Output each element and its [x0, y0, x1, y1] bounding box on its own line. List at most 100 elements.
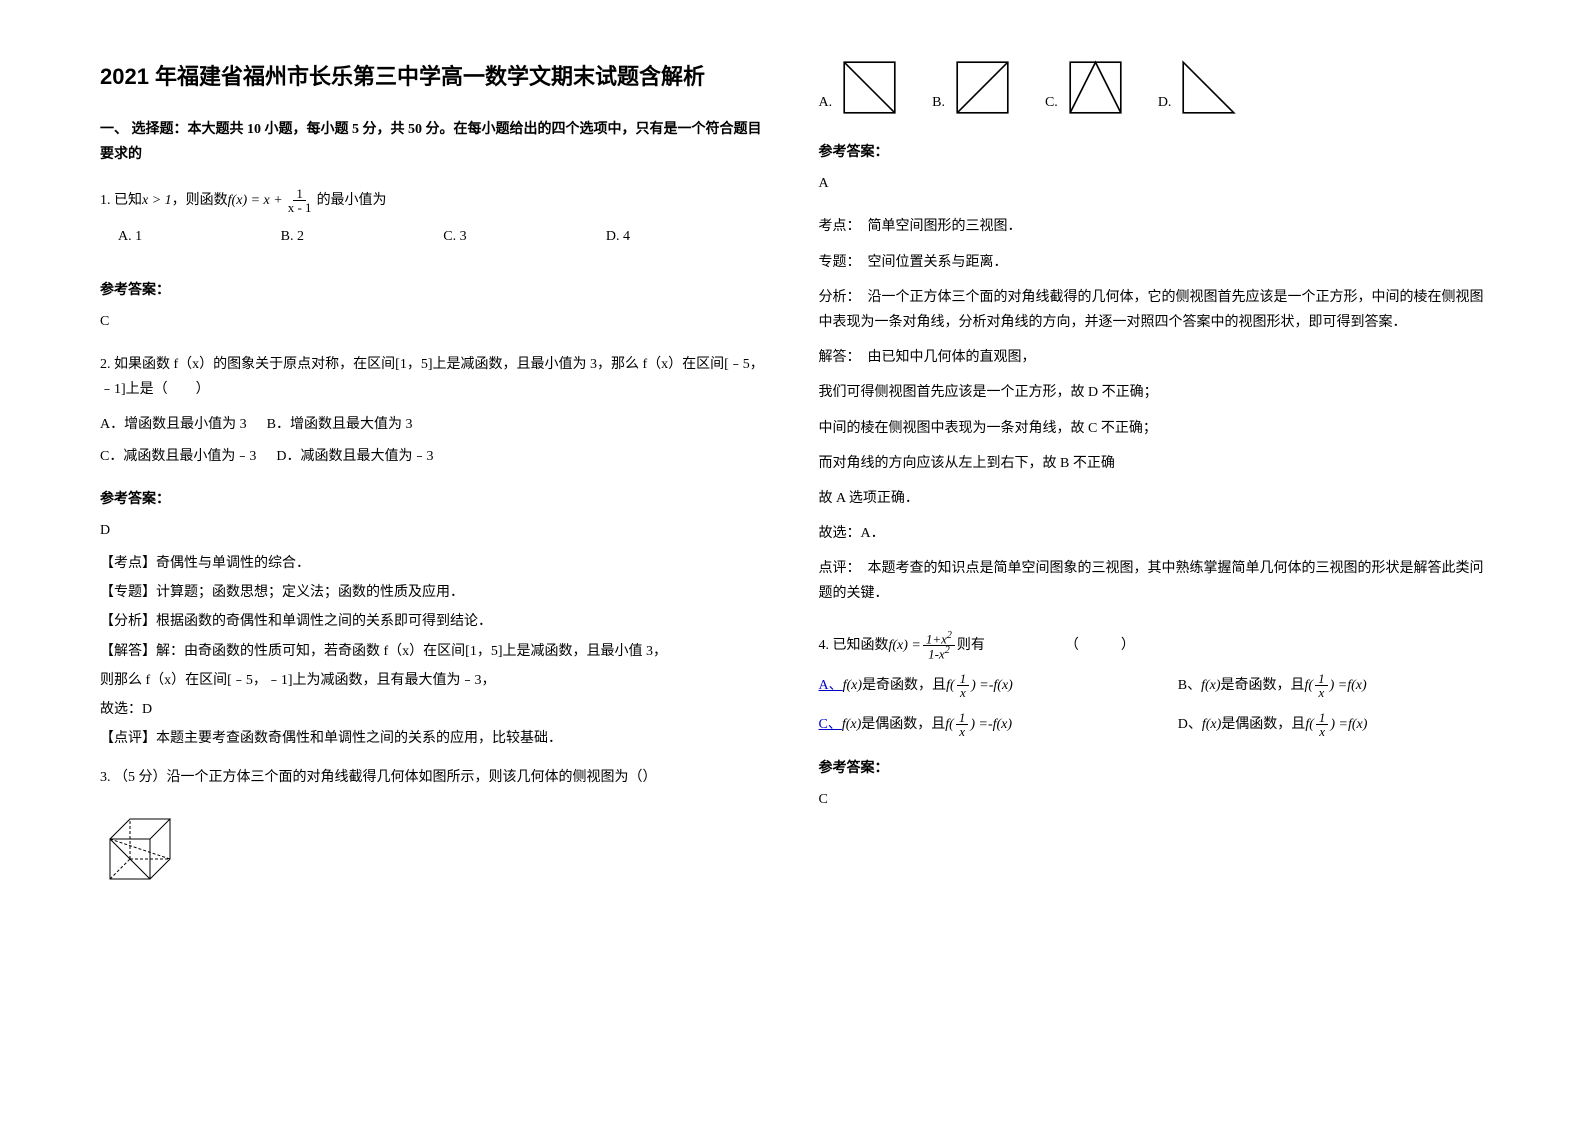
- q4-opt-a: A、 f(x) 是奇函数，且 f( 1 x ) = -f(x): [819, 672, 1128, 699]
- q2-options-row2: C．减函数且最小值为﹣3 D．减函数且最大值为﹣3: [100, 444, 769, 469]
- frac-num: 1: [1316, 711, 1329, 725]
- q4-c-f1x: f(: [945, 712, 954, 737]
- q4-c-eq: f( 1 x ) = -f(x): [945, 711, 1012, 738]
- q4-d-rhs: f(x): [1348, 712, 1367, 737]
- q2-exp-1: 【考点】奇偶性与单调性的综合．: [100, 551, 769, 576]
- q4-a-odd: 是奇函数，且: [862, 673, 946, 698]
- q3-exp-7: 而对角线的方向应该从左上到右下，故 B 不正确: [819, 451, 1488, 476]
- q1-suffix: 的最小值为: [317, 188, 387, 213]
- frac-num: 1: [956, 711, 969, 725]
- question-1: 1. 已知 x > 1 ，则函数 f(x) = x + 1 x - 1 的最小值…: [100, 187, 769, 259]
- q3-stem: 3. （5 分）沿一个正方体三个面的对角线截得几何体如图所示，则该几何体的侧视图…: [100, 765, 769, 790]
- q4-c-rhs: -f(x): [988, 712, 1012, 737]
- q1-opt-b: B. 2: [281, 224, 444, 249]
- square-diag-tl-br-icon: [842, 60, 897, 115]
- frac-den: x: [956, 725, 968, 738]
- q4-func-name: f(x) =: [889, 633, 921, 658]
- q4-a-rhs: -f(x): [989, 673, 1013, 698]
- q4-b-f1x: f(: [1305, 673, 1314, 698]
- q4-b-close: ) =: [1330, 673, 1348, 698]
- q3-main-figure: [100, 809, 180, 899]
- q1-mid: ，则函数: [172, 188, 228, 213]
- q4-opt-c: C、 f(x) 是偶函数，且 f( 1 x ) = -f(x): [819, 711, 1128, 738]
- q4-blank: （ ）: [1065, 633, 1135, 658]
- question-2: 2. 如果函数 f（x）的图象关于原点对称，在区间[1，5]上是减函数，且最小值…: [100, 352, 769, 469]
- q2-answer: D: [100, 518, 769, 543]
- q2-opt-b: B．增函数且最大值为 3: [267, 412, 413, 437]
- q2-exp-2: 【专题】计算题；函数思想；定义法；函数的性质及应用．: [100, 580, 769, 605]
- frac-den: x: [1315, 686, 1327, 699]
- frac-num: 1: [293, 187, 306, 201]
- q4-frac-den: 1-x: [928, 646, 945, 661]
- q3-option-figures: A. B. C. D.: [819, 60, 1488, 115]
- square-triangle-icon: [1068, 60, 1123, 115]
- q4-d-even: 是偶函数，且: [1221, 712, 1305, 737]
- q1-opt-c: C. 3: [443, 224, 606, 249]
- q3-exp-10: 点评： 本题考查的知识点是简单空间图象的三视图，其中熟练掌握简单几何体的三视图的…: [819, 556, 1488, 606]
- frac-num: 1: [957, 672, 970, 686]
- q4-b-fx: f(x): [1201, 673, 1220, 698]
- q1-answer: C: [100, 309, 769, 334]
- q2-opt-d: D．减函数且最大值为﹣3: [276, 444, 433, 469]
- q3-exp-6: 中间的棱在侧视图中表现为一条对角线，故 C 不正确；: [819, 416, 1488, 441]
- q4-fraction: 1+x2 1-x2: [923, 631, 955, 661]
- q2-exp-6: 故选：D: [100, 697, 769, 722]
- q4-row-2: C、 f(x) 是偶函数，且 f( 1 x ) = -f(x) D、: [819, 711, 1488, 738]
- q2-opt-a: A．增函数且最小值为 3: [100, 412, 247, 437]
- q3-fig-b: B.: [932, 60, 1010, 115]
- q3-exp-4: 解答： 由已知中几何体的直观图，: [819, 345, 1488, 370]
- q4-d-frac: 1 x: [1316, 711, 1329, 738]
- q1-stem: 1. 已知 x > 1 ，则函数 f(x) = x + 1 x - 1 的最小值…: [100, 187, 769, 214]
- page-title: 2021 年福建省福州市长乐第三中学高一数学文期末试题含解析: [100, 60, 769, 93]
- q3-exp-1: 考点： 简单空间图形的三视图．: [819, 214, 1488, 239]
- q3-fig-a: A.: [819, 60, 898, 115]
- sup-2: 2: [947, 630, 952, 641]
- q3-exp-3: 分析： 沿一个正方体三个面的对角线截得的几何体，它的侧视图首先应该是一个正方形，…: [819, 285, 1488, 335]
- q3-exp-8: 故 A 选项正确．: [819, 486, 1488, 511]
- frac-den: x: [957, 686, 969, 699]
- q2-exp-7: 【点评】本题主要考查函数奇偶性和单调性之间的关系的应用，比较基础．: [100, 726, 769, 751]
- q4-opt-b: B、 f(x) 是奇函数，且 f( 1 x ) = f(x): [1178, 672, 1487, 699]
- q4-a-frac: 1 x: [957, 672, 970, 699]
- q3-fig-c-label: C.: [1045, 90, 1058, 115]
- q4-row-1: A、 f(x) 是奇函数，且 f( 1 x ) = -f(x) B、: [819, 672, 1488, 699]
- q4-c-frac: 1 x: [956, 711, 969, 738]
- question-4: 4. 已知函数 f(x) = 1+x2 1-x2 则有 （ ） A、 f(x) …: [819, 631, 1488, 739]
- q2-opt-c: C．减函数且最小值为﹣3: [100, 444, 256, 469]
- q4-b-odd: 是奇函数，且: [1221, 673, 1305, 698]
- q1-prefix: 1. 已知: [100, 188, 142, 213]
- q4-d-f1x: f(: [1305, 712, 1314, 737]
- frac-den: x: [1316, 725, 1328, 738]
- q4-b-frac: 1 x: [1315, 672, 1328, 699]
- square-diag-bl-tr-icon: [955, 60, 1010, 115]
- q4-a-f1x: f(: [946, 673, 955, 698]
- q4-suffix: 则有: [957, 633, 985, 658]
- q4-d-close: ) =: [1330, 712, 1348, 737]
- q2-exp-4: 【解答】解：由奇函数的性质可知，若奇函数 f（x）在区间[1，5]上是减函数，且…: [100, 639, 769, 664]
- q4-a-close: ) =: [971, 673, 989, 698]
- q2-exp-3: 【分析】根据函数的奇偶性和单调性之间的关系即可得到结论．: [100, 609, 769, 634]
- question-3: 3. （5 分）沿一个正方体三个面的对角线截得几何体如图所示，则该几何体的侧视图…: [100, 765, 769, 790]
- q3-answer-label: 参考答案：: [819, 140, 1488, 165]
- q3-fig-d-label: D.: [1158, 90, 1172, 115]
- q3-answer: A: [819, 171, 1488, 196]
- q4-c-even: 是偶函数，且: [861, 712, 945, 737]
- q4-b-label: B、: [1178, 673, 1201, 698]
- q3-exp-5: 我们可得侧视图首先应该是一个正方形，故 D 不正确；: [819, 380, 1488, 405]
- q3-fig-a-label: A.: [819, 90, 833, 115]
- q4-options: A、 f(x) 是奇函数，且 f( 1 x ) = -f(x) B、: [819, 672, 1488, 738]
- sup-2b: 2: [945, 645, 950, 656]
- q4-b-rhs: f(x): [1347, 673, 1366, 698]
- frac-num: 1: [1315, 672, 1328, 686]
- q2-answer-label: 参考答案：: [100, 487, 769, 512]
- q1-opt-d: D. 4: [606, 224, 769, 249]
- right-column: A. B. C. D. 参考答案： A: [819, 60, 1488, 1062]
- q4-answer-label: 参考答案：: [819, 756, 1488, 781]
- q4-a-eq: f( 1 x ) = -f(x): [946, 672, 1013, 699]
- q4-d-fx: f(x): [1202, 712, 1221, 737]
- q4-answer: C: [819, 787, 1488, 812]
- q4-opt-d: D、 f(x) 是偶函数，且 f( 1 x ) = f(x): [1178, 711, 1487, 738]
- q3-exp-9: 故选：A．: [819, 521, 1488, 546]
- q2-exp-5: 则那么 f（x）在区间[﹣5，﹣1]上为减函数，且有最大值为﹣3，: [100, 668, 769, 693]
- q3-fig-d: D.: [1158, 60, 1237, 115]
